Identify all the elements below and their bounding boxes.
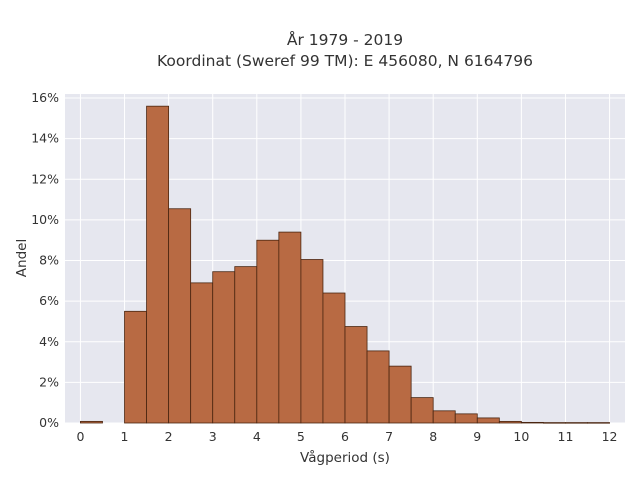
x-tick-label: 8 <box>429 429 437 444</box>
x-tick-label: 1 <box>121 429 129 444</box>
y-tick-label: 6% <box>39 293 59 308</box>
histogram-bar <box>234 266 258 424</box>
y-tick-label: 16% <box>31 90 59 105</box>
histogram-bars <box>80 105 610 424</box>
x-tick-label: 11 <box>558 429 574 444</box>
histogram-bar <box>80 420 103 424</box>
histogram-bar <box>388 365 412 424</box>
histogram-bar <box>300 259 324 424</box>
histogram-bar <box>498 420 522 424</box>
y-tick-label: 10% <box>31 212 59 227</box>
x-tick-label: 3 <box>209 429 217 444</box>
x-tick-label: 0 <box>76 429 84 444</box>
y-tick-labels: 0% 2% 4% 6% 8% 10% 12% 14% 16% <box>31 90 59 430</box>
histogram-bar <box>190 282 214 424</box>
histogram-bar <box>565 422 588 424</box>
y-tick-label: 14% <box>31 131 59 146</box>
x-tick-label: 2 <box>165 429 173 444</box>
histogram-bar <box>432 410 456 424</box>
y-axis-label: Andel <box>14 239 30 277</box>
histogram-bar <box>410 397 434 424</box>
histogram-bar <box>344 326 368 424</box>
y-tick-label: 12% <box>31 171 59 186</box>
x-tick-label: 5 <box>297 429 305 444</box>
y-tick-label: 0% <box>39 415 59 430</box>
histogram-bar <box>543 422 566 424</box>
histogram-bar <box>146 105 170 424</box>
x-tick-label: 4 <box>253 429 261 444</box>
x-tick-label: 7 <box>385 429 393 444</box>
histogram-bar <box>322 292 346 424</box>
histogram-bar <box>212 271 236 424</box>
histogram-bar <box>278 231 302 424</box>
histogram-bar <box>366 350 390 424</box>
histogram-bar <box>168 208 192 424</box>
chart-title-line-2: Koordinat (Sweref 99 TM): E 456080, N 61… <box>157 52 533 70</box>
chart-title-line-1: År 1979 - 2019 <box>287 30 403 49</box>
histogram-bar <box>124 310 147 424</box>
y-tick-label: 4% <box>39 334 59 349</box>
x-tick-label: 10 <box>513 429 529 444</box>
x-tick-label: 6 <box>341 429 349 444</box>
histogram-bar <box>256 239 280 424</box>
x-axis-label: Vågperiod (s) <box>300 449 390 466</box>
y-tick-label: 2% <box>39 374 59 389</box>
histogram-bar <box>587 422 610 424</box>
histogram-bar <box>454 413 478 424</box>
histogram-bar <box>476 417 500 424</box>
x-tick-label: 12 <box>602 429 618 444</box>
histogram-bar <box>520 421 544 424</box>
x-tick-labels: 0 1 2 3 4 5 6 7 8 9 10 11 12 <box>76 429 617 444</box>
y-tick-label: 8% <box>39 253 59 268</box>
x-tick-label: 9 <box>473 429 481 444</box>
